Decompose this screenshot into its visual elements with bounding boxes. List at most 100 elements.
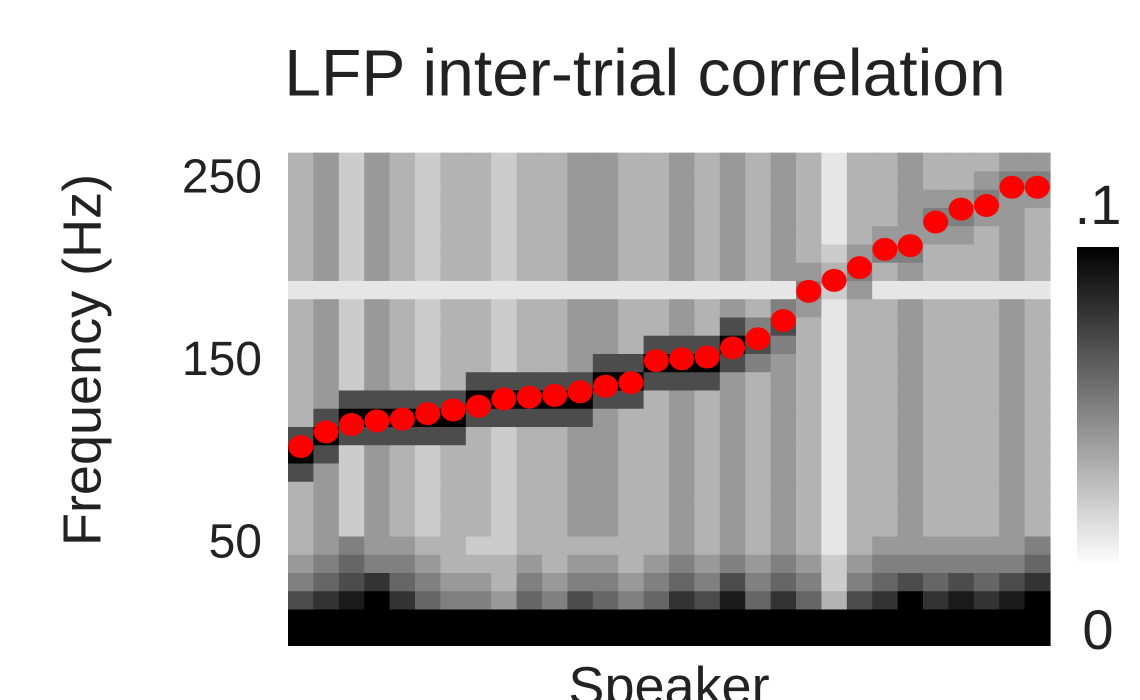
overlay-point	[466, 394, 491, 418]
heatmap-cell	[567, 189, 594, 208]
heatmap-cell	[465, 353, 492, 373]
heatmap-cell	[973, 243, 1000, 263]
heatmap-cell	[491, 481, 518, 500]
heatmap-cell	[745, 444, 772, 464]
heatmap-cell	[415, 243, 441, 263]
heatmap-cell	[821, 627, 848, 646]
overlay-point	[897, 234, 923, 258]
heatmap-cell	[796, 590, 822, 610]
heatmap-cell	[313, 316, 340, 336]
heatmap-cell	[719, 389, 746, 409]
heatmap-cell	[288, 590, 314, 610]
heatmap-cell	[440, 444, 467, 464]
heatmap-cell	[338, 590, 365, 610]
heatmap-cell	[338, 554, 365, 573]
heatmap-cell	[973, 590, 1000, 610]
heatmap-cell	[669, 262, 695, 281]
heatmap-cell	[313, 481, 340, 500]
heatmap-cell	[796, 535, 822, 555]
heatmap-cell	[745, 371, 772, 391]
heatmap-cell	[821, 426, 848, 446]
heatmap-cell	[999, 572, 1026, 592]
heatmap-cell	[1024, 152, 1051, 172]
heatmap-cell	[897, 590, 924, 610]
heatmap-cell	[415, 554, 441, 573]
heatmap-cell	[516, 627, 543, 646]
heatmap-cell	[897, 408, 924, 427]
heatmap-cell	[567, 627, 594, 646]
heatmap-cell	[973, 535, 1000, 555]
heatmap-cell	[618, 207, 645, 227]
heatmap-cell	[491, 608, 518, 628]
heatmap-cell	[592, 517, 619, 537]
heatmap-cell	[897, 335, 924, 354]
heatmap-cell	[618, 152, 645, 172]
heatmap-cell	[364, 316, 391, 336]
heatmap-cell	[846, 189, 873, 208]
heatmap-cell	[618, 298, 645, 318]
heatmap-cell	[465, 170, 492, 190]
heatmap-cell	[338, 243, 365, 263]
heatmap-cell	[465, 426, 492, 446]
heatmap-cell	[770, 170, 797, 190]
heatmap-cell	[846, 572, 873, 592]
heatmap-cell	[440, 189, 467, 208]
heatmap-cell	[491, 316, 518, 336]
heatmap-cell	[694, 371, 721, 391]
heatmap-cell	[719, 170, 746, 190]
heatmap-cell	[542, 170, 568, 190]
heatmap-cell	[770, 353, 797, 373]
heatmap-cell	[1024, 608, 1051, 628]
heatmap-cell	[770, 572, 797, 592]
heatmap-cell	[694, 554, 721, 573]
heatmap-cell	[288, 517, 314, 537]
heatmap-cell	[973, 152, 1000, 172]
heatmap-cell	[389, 572, 416, 592]
heatmap-cell	[415, 627, 441, 646]
heatmap-cell	[465, 535, 492, 555]
heatmap-cell	[618, 389, 645, 409]
heatmap-cell	[491, 243, 518, 263]
heatmap-cell	[999, 298, 1026, 318]
heatmap-cell	[694, 152, 721, 172]
heatmap-cell	[796, 554, 822, 573]
heatmap-cell	[389, 389, 416, 409]
heatmap-cell	[694, 243, 721, 263]
heatmap-cell	[846, 207, 873, 227]
heatmap-cell	[694, 517, 721, 537]
heatmap-cell	[516, 481, 543, 500]
heatmap-cell	[669, 517, 695, 537]
heatmap-cell	[415, 280, 441, 300]
heatmap-cell	[948, 572, 975, 592]
heatmap-cell	[338, 170, 365, 190]
heatmap-cell	[491, 535, 518, 555]
heatmap-cell	[643, 444, 670, 464]
heatmap-cell	[669, 554, 695, 573]
heatmap-cell	[999, 627, 1026, 646]
heatmap-cell	[872, 316, 899, 336]
heatmap-cell	[745, 225, 772, 245]
heatmap-cell	[770, 389, 797, 409]
heatmap-cell	[745, 627, 772, 646]
heatmap-cell	[542, 499, 568, 519]
heatmap-cell	[288, 462, 314, 482]
heatmap-cell	[389, 462, 416, 482]
heatmap-cell	[923, 335, 949, 354]
heatmap-cell	[643, 207, 670, 227]
heatmap-cell	[846, 408, 873, 427]
heatmap-cell	[643, 608, 670, 628]
heatmap-cell	[288, 189, 314, 208]
heatmap-cell	[567, 554, 594, 573]
heatmap-cell	[389, 627, 416, 646]
heatmap-cell	[897, 517, 924, 537]
heatmap-cell	[592, 335, 619, 354]
heatmap-cell	[872, 572, 899, 592]
heatmap-cell	[897, 316, 924, 336]
heatmap-cell	[999, 316, 1026, 336]
heatmap-cell	[719, 462, 746, 482]
overlay-point	[669, 347, 695, 371]
heatmap-cell	[1024, 371, 1051, 391]
heatmap-cell	[999, 554, 1026, 573]
heatmap-cell	[973, 462, 1000, 482]
heatmap-cell	[669, 371, 695, 391]
